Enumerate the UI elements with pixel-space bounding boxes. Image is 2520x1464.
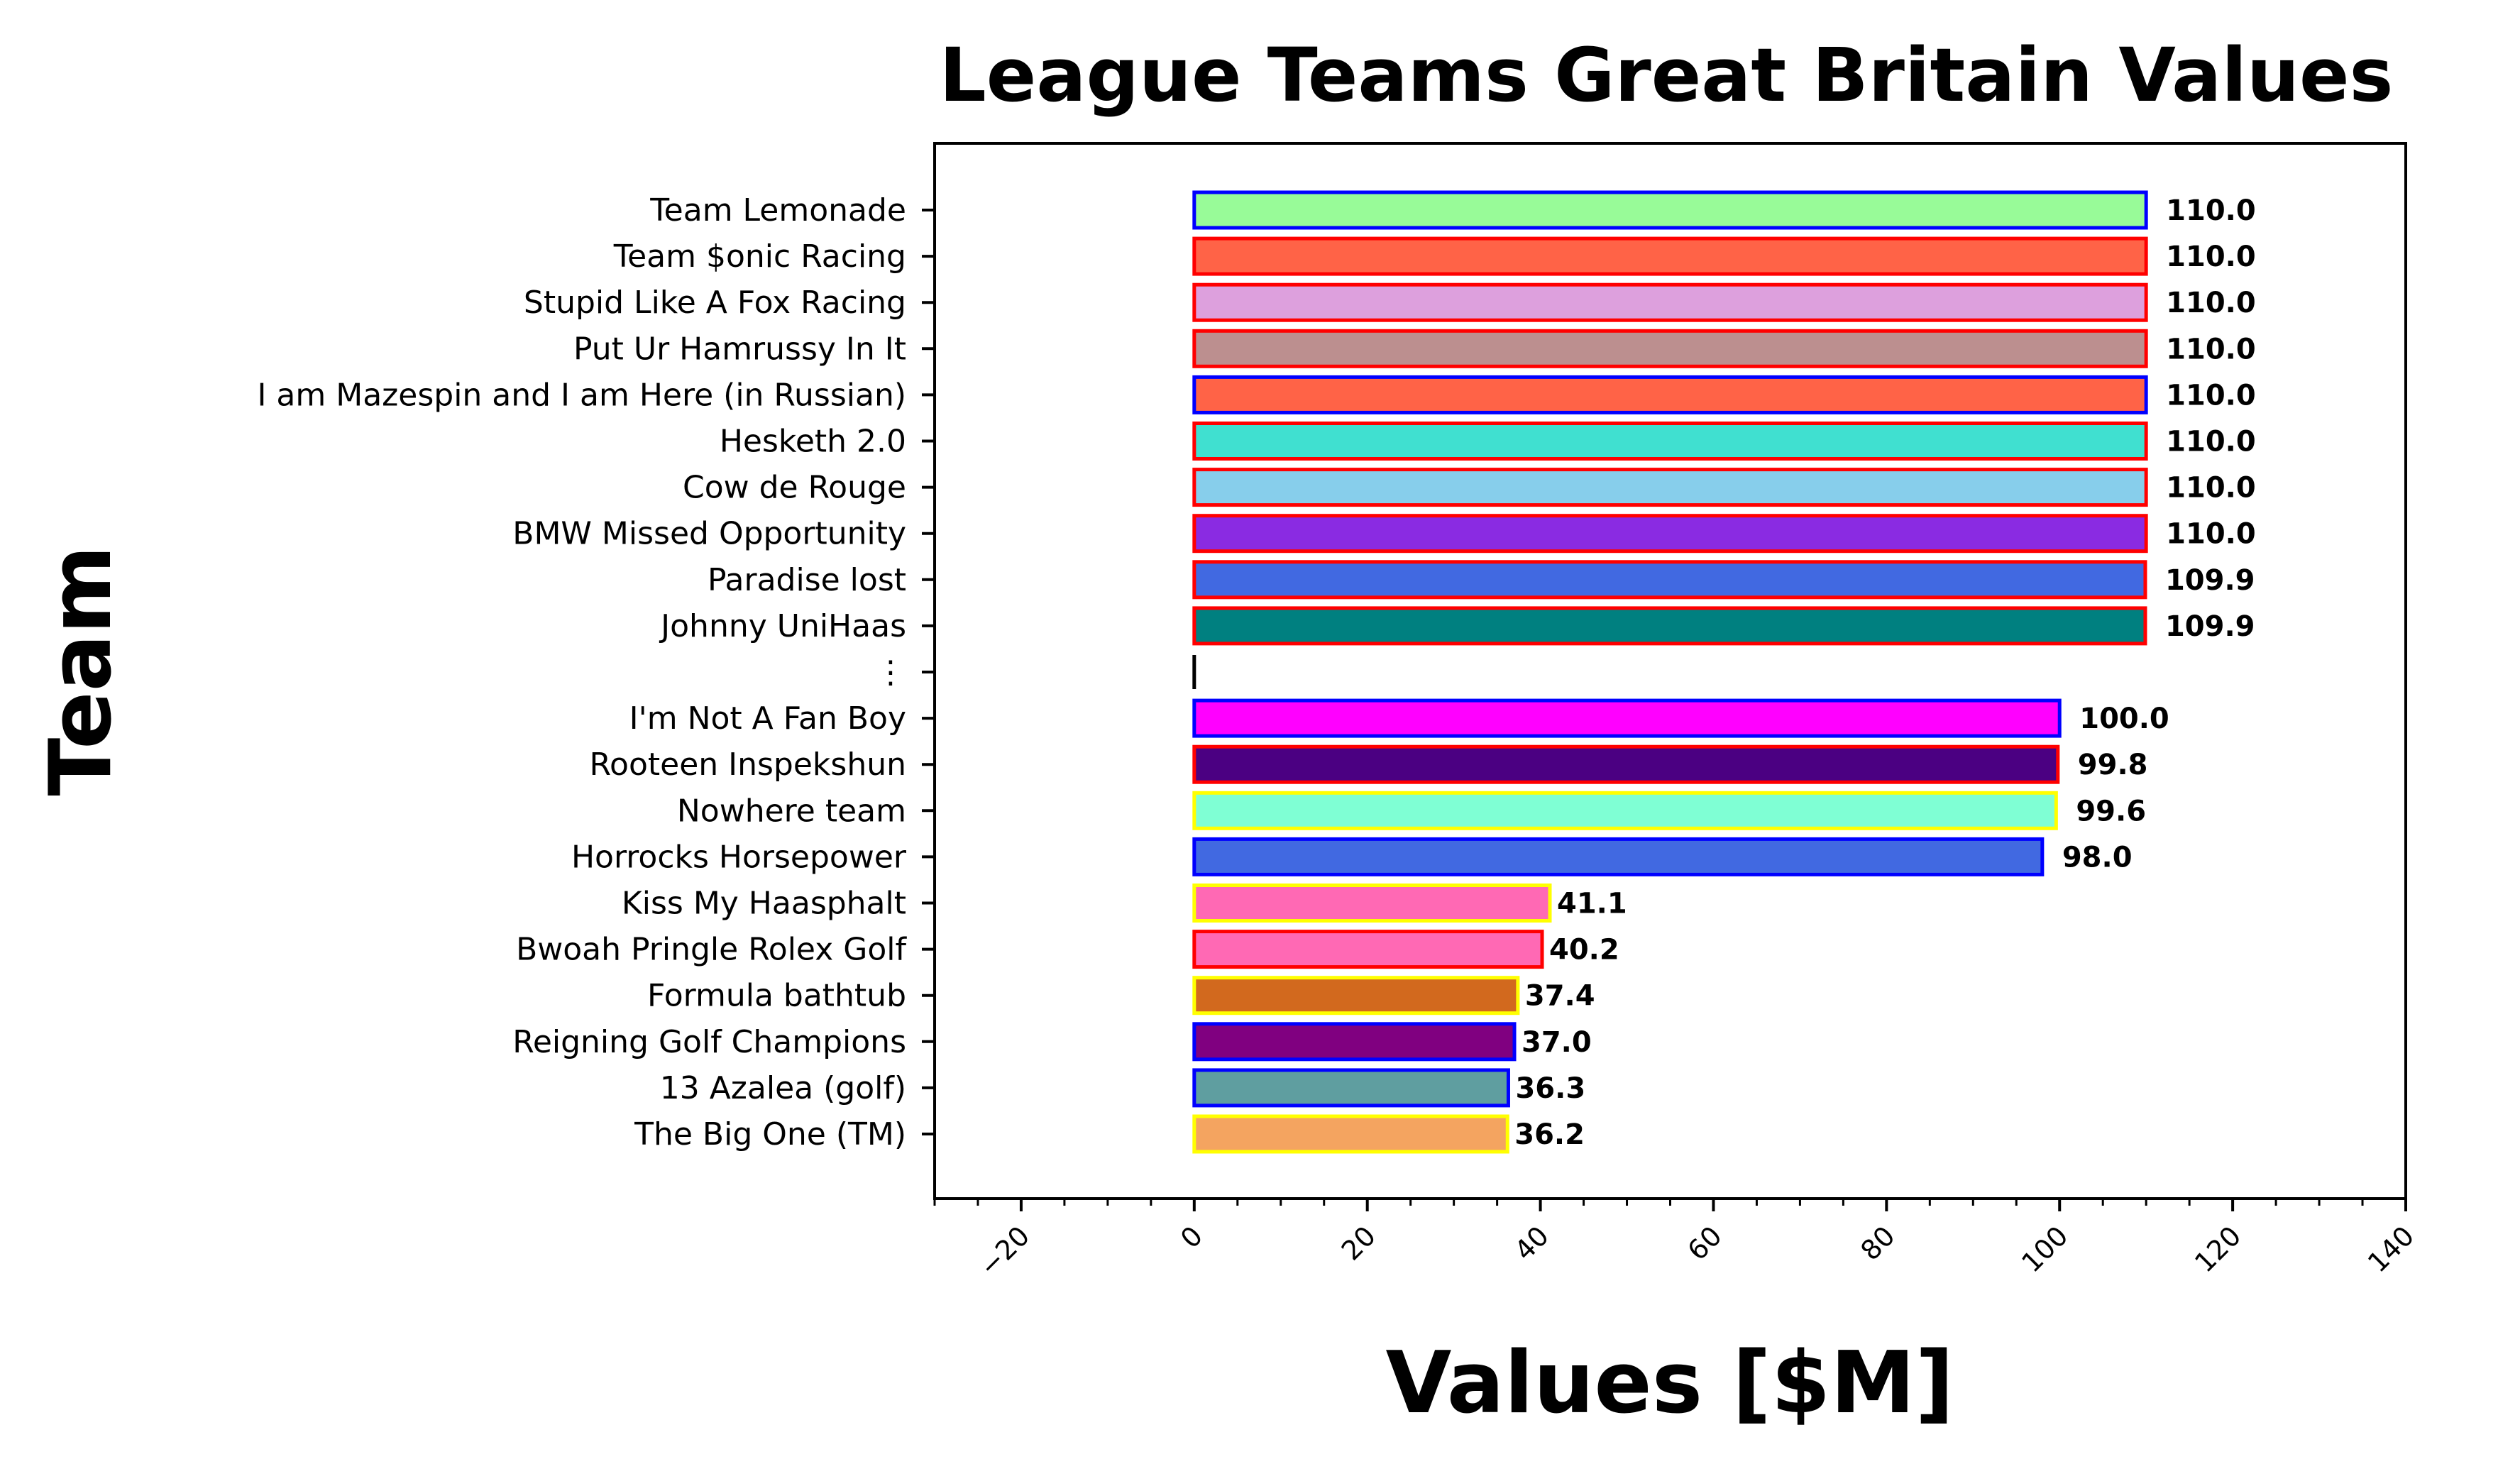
- bar: [1192, 375, 2148, 414]
- bar-value-label: 40.2: [1549, 934, 1619, 967]
- bar-value-label: 110.0: [2166, 333, 2256, 365]
- y-tick-label: Nowhere team: [677, 793, 906, 829]
- y-tick-label: Kiss My Haasphalt: [622, 886, 906, 922]
- y-tick-label: Stupid Like A Fox Racing: [524, 285, 906, 321]
- y-tick-label: I'm Not A Fan Boy: [629, 700, 906, 737]
- y-tick-label: Rooteen Inspekshun: [589, 747, 906, 783]
- bar-value-label: 99.8: [2078, 749, 2148, 781]
- bar: [1192, 236, 2148, 276]
- y-tick-label: Put Ur Hamrussy In It: [573, 331, 906, 367]
- bar-value-label: 37.0: [1522, 1026, 1592, 1059]
- y-tick-label: Reigning Golf Champions: [512, 1024, 906, 1060]
- bars-layer: [1192, 190, 2148, 1154]
- bar: [1192, 1022, 1517, 1062]
- bar: [1192, 514, 2148, 554]
- bar: [1192, 976, 1520, 1016]
- bar: [1192, 837, 2045, 876]
- y-axis: Team Lemonade Team $onic Racing Stupid Lik…: [257, 192, 935, 1152]
- bar-value-label: 110.0: [2166, 194, 2256, 227]
- y-axis-label: Team: [32, 545, 131, 796]
- bar-value-label: 110.0: [2166, 518, 2256, 551]
- y-tick-label: The Big One (TM): [634, 1116, 906, 1152]
- y-tick-label: Cow de Rouge: [683, 470, 906, 506]
- y-tick-label: I am Mazespin and I am Here (in Russian): [257, 377, 906, 413]
- bar: [1192, 744, 2060, 784]
- bar-value-label: 36.2: [1514, 1118, 1585, 1151]
- y-tick-label: Team $onic Racing: [613, 238, 906, 275]
- bar-value-label: 110.0: [2166, 379, 2256, 412]
- y-tick-label: Team Lemonade: [649, 192, 906, 229]
- bar: [1192, 329, 2148, 368]
- bar: [1192, 560, 2147, 600]
- y-tick-label: Bwoah Pringle Rolex Golf: [516, 932, 907, 968]
- bar: [1192, 468, 2148, 507]
- bar-value-label: 36.3: [1515, 1072, 1585, 1105]
- x-axis-label: Values [$M]: [1385, 1334, 1954, 1433]
- bar: [1192, 606, 2147, 646]
- bar: [1192, 884, 1552, 923]
- bar: [1192, 282, 2148, 322]
- bar: [1192, 190, 2148, 230]
- y-tick-label: BMW Missed Opportunity: [512, 516, 906, 552]
- bar-value-label: 110.0: [2166, 287, 2256, 319]
- y-tick-label: Paradise lost: [708, 562, 906, 598]
- y-tick-label: ⋮: [875, 654, 906, 690]
- bar-value-label: 109.9: [2165, 610, 2255, 643]
- bar-value-label: 110.0: [2166, 426, 2256, 458]
- bar-value-label: 110.0: [2166, 241, 2256, 273]
- y-tick-label: Horrocks Horsepower: [571, 839, 907, 875]
- bar: [1192, 930, 1544, 969]
- bar: [1192, 698, 2062, 738]
- bar: [1192, 791, 2058, 830]
- y-tick-label: Hesketh 2.0: [720, 424, 906, 460]
- bar-value-label: 110.0: [2166, 472, 2256, 505]
- plot-frame: [933, 142, 2407, 1200]
- bar-value-label: 98.0: [2062, 841, 2133, 874]
- bar: [1192, 1114, 1509, 1154]
- data-labels-layer: 110.0 110.0 110.0 110.0 110.0 110.0 110.0 110.0…: [1514, 194, 2255, 1151]
- bar-value-label: 100.0: [2079, 703, 2169, 735]
- y-tick-label: Formula bathtub: [647, 978, 906, 1014]
- bar: [1192, 422, 2148, 461]
- chart-title: League Teams Great Britain Values: [940, 32, 2394, 119]
- y-tick-label: Johnny UniHaas: [659, 608, 906, 644]
- bar-value-label: 41.1: [1557, 888, 1627, 920]
- bar-value-label: 109.9: [2165, 564, 2255, 597]
- bar-value-label: 99.6: [2076, 795, 2146, 827]
- y-tick-label: 13 Azalea (golf): [660, 1070, 906, 1106]
- bar: [1192, 1068, 1510, 1108]
- bar-value-label: 37.4: [1525, 980, 1595, 1013]
